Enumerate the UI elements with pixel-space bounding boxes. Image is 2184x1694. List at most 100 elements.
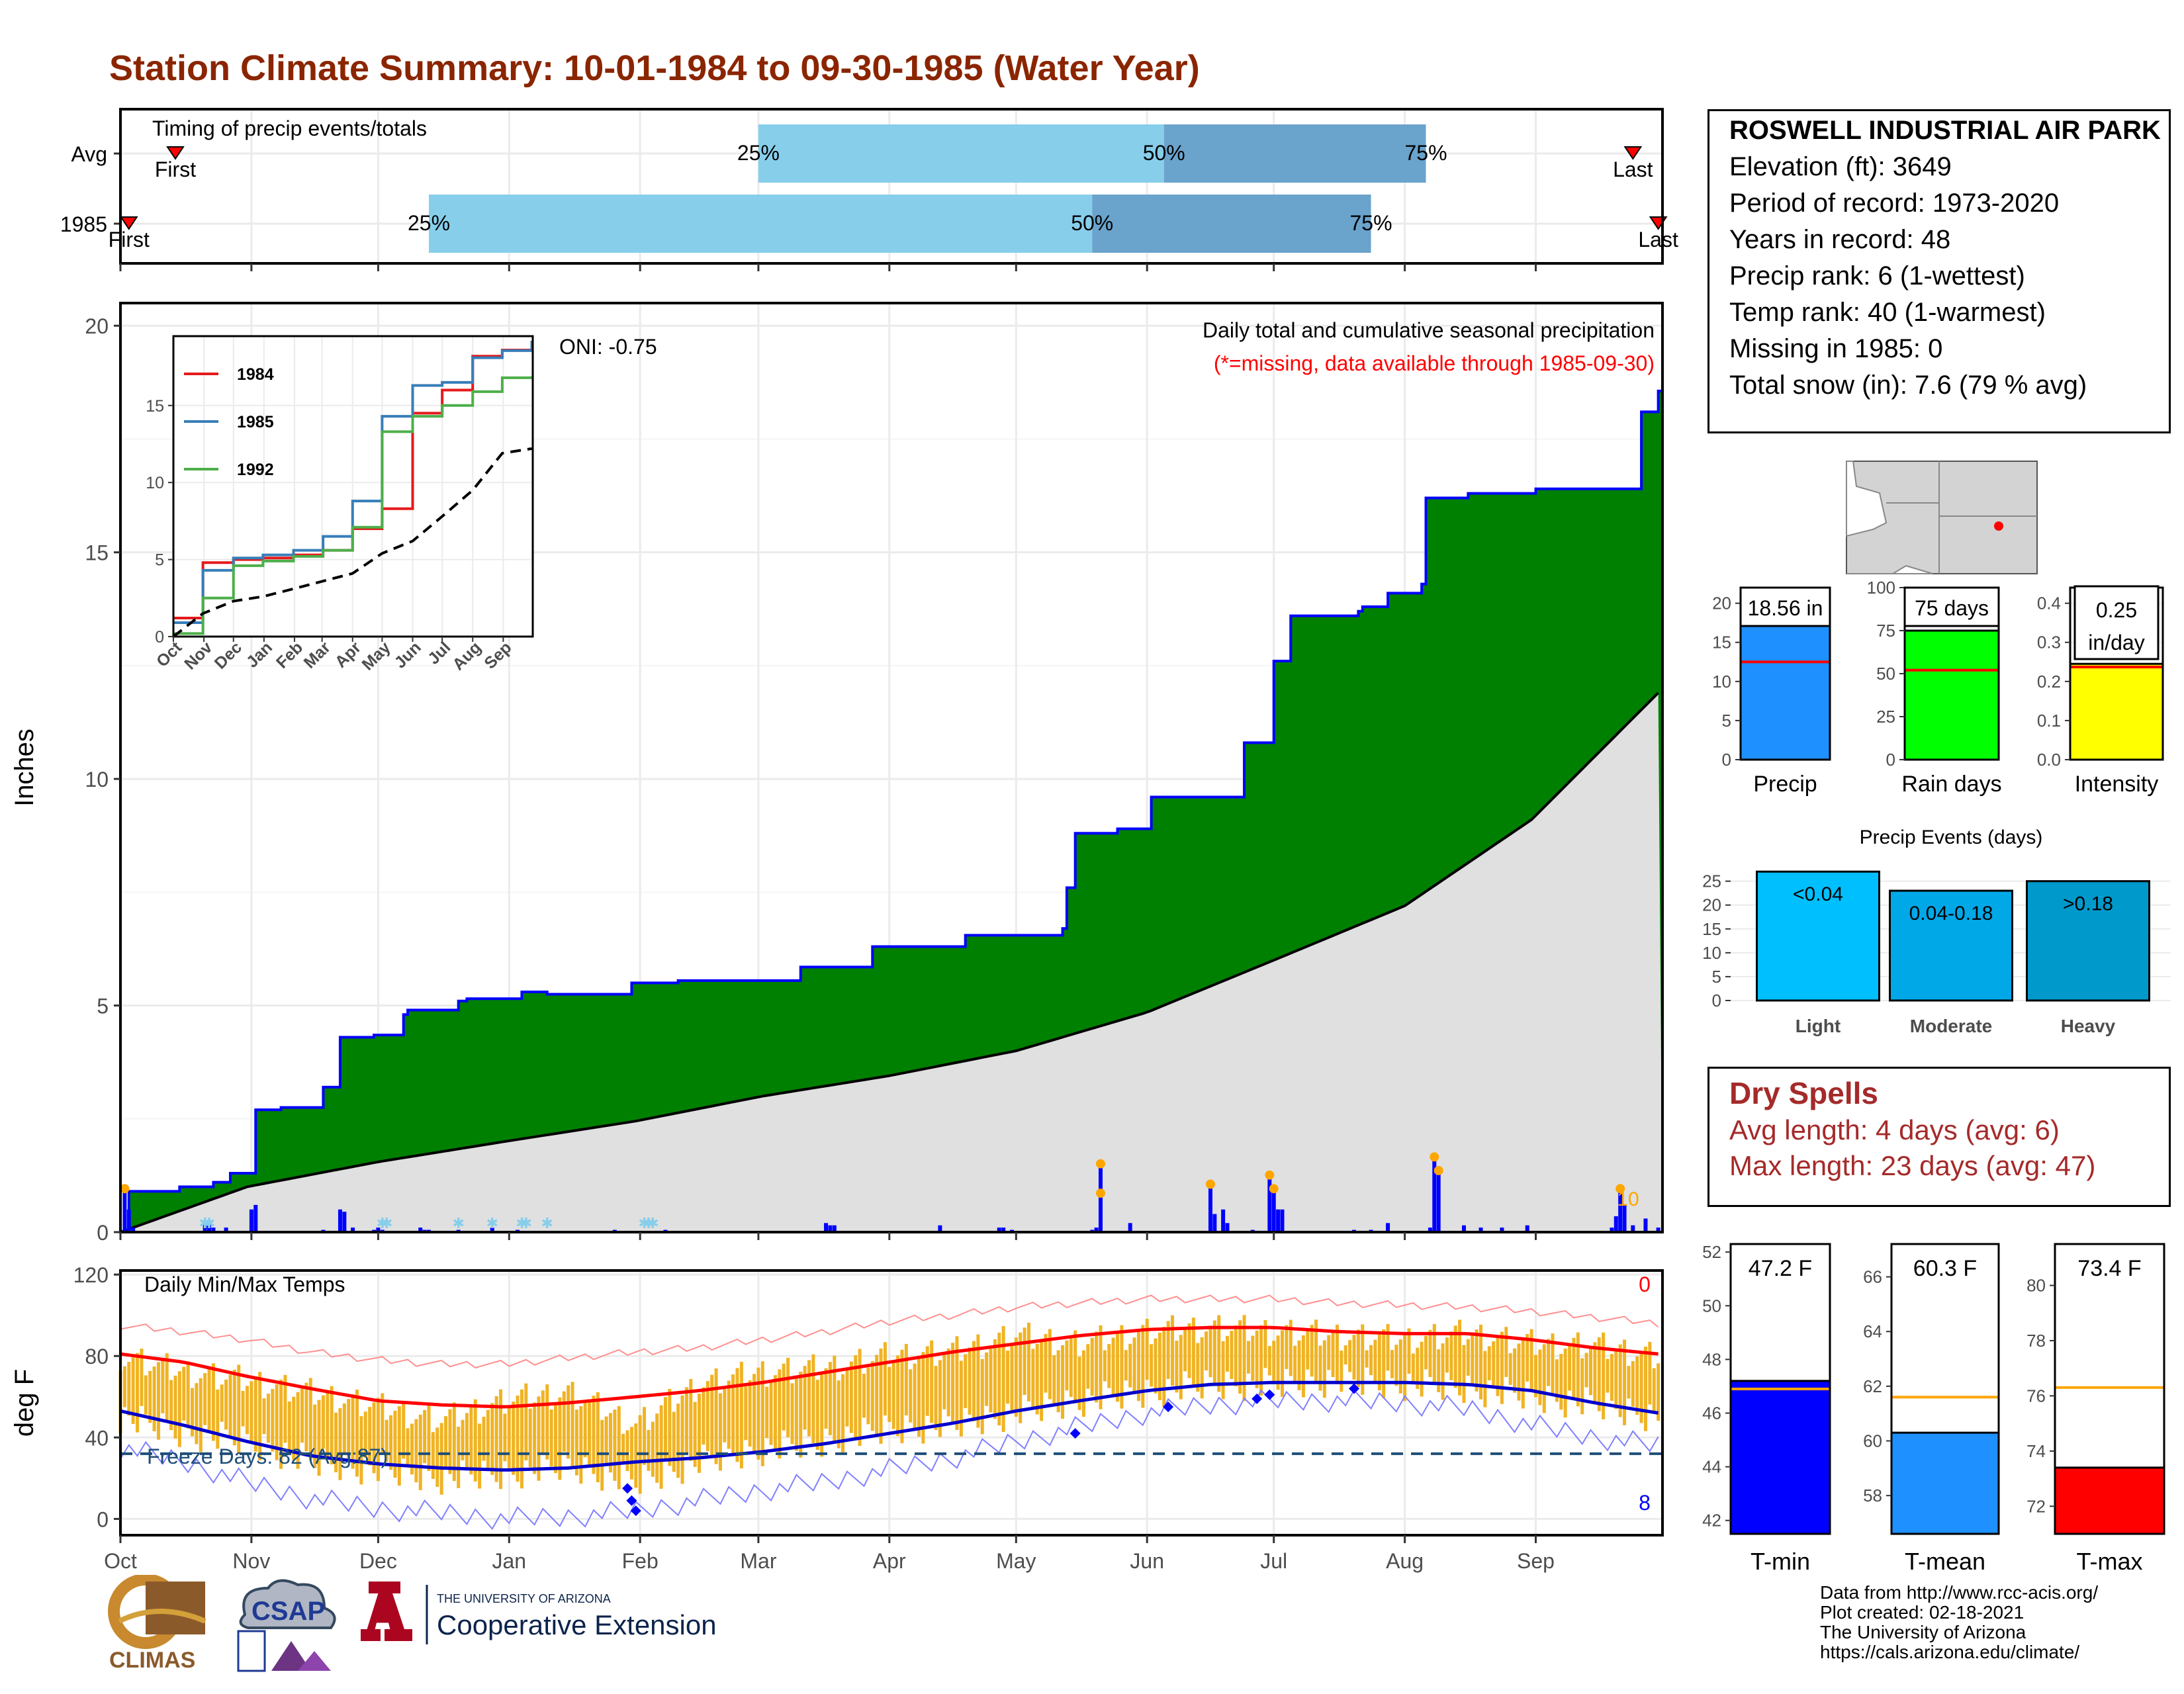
daily-temp-range-bar — [1276, 1335, 1280, 1390]
credits: Data from http://www.rcc-acis.org/ Plot … — [1820, 1583, 2098, 1662]
heavy-precip-marker — [1269, 1184, 1279, 1194]
daily-temp-range-bar — [1639, 1351, 1643, 1423]
precip-panel-note: (*=missing, data available through 1985-… — [1214, 351, 1655, 375]
daily-temp-range-bar — [1635, 1356, 1639, 1415]
daily-precip-bar — [418, 1227, 423, 1232]
daily-temp-range-bar — [786, 1358, 790, 1437]
daily-temp-range-bar — [1606, 1359, 1610, 1393]
tempbar-y-tick-label: 64 — [1863, 1321, 1882, 1341]
daily-temp-range-bar — [275, 1384, 279, 1460]
tempbar-frame — [1729, 1243, 1831, 1535]
daily-temp-range-bar — [820, 1374, 824, 1457]
summary-bar-Rain days — [1903, 629, 2000, 761]
daily-temp-range-bar — [1191, 1317, 1195, 1385]
daily-temp-range-bar — [296, 1392, 300, 1469]
daily-temp-range-bar — [1382, 1329, 1386, 1398]
summary-bar-Precip — [1739, 613, 1831, 761]
daily-temp-range-bar — [494, 1396, 498, 1482]
daily-precip-bar — [1618, 1191, 1623, 1232]
daily-temp-range-bar — [925, 1346, 929, 1416]
snow-marker: ✱ — [520, 1215, 532, 1231]
tempbar-value-label: 47.2 F — [1749, 1256, 1812, 1281]
daily-temp-range-bar — [727, 1380, 731, 1449]
daily-temp-range-bar — [347, 1398, 351, 1461]
daily-temp-range-bar — [1559, 1354, 1563, 1410]
daily-temp-range-bar — [144, 1375, 148, 1415]
daily-precip-bar — [1386, 1223, 1390, 1232]
daily-temp-range-bar — [385, 1419, 388, 1462]
station-info-box: ROSWELL INDUSTRIAL AIR PARK Elevation (f… — [1707, 109, 2171, 433]
daily-temp-range-bar — [435, 1427, 439, 1487]
timing-row-label: 1985 — [60, 212, 107, 236]
snow-marker: ✱ — [199, 1215, 210, 1231]
dry-spells-avg: Avg length: 4 days (avg: 6) — [1729, 1114, 2060, 1145]
daily-temp-range-bar — [1212, 1320, 1216, 1385]
daily-precip-bar — [828, 1225, 833, 1232]
daily-precip-bar — [131, 1227, 136, 1232]
daily-temp-range-bar — [469, 1406, 473, 1475]
daily-temp-range-bar — [300, 1387, 304, 1443]
daily-temp-range-bar — [199, 1378, 203, 1452]
summary-y-tick-label: 0.1 — [2037, 711, 2061, 731]
month-tick-label: Aug — [1386, 1549, 1424, 1573]
daily-temp-range-bar — [1107, 1344, 1111, 1388]
summary-y-tick-label: 0.4 — [2037, 594, 2061, 613]
daily-temp-range-bar — [410, 1423, 414, 1475]
daily-temp-range-bar — [1103, 1350, 1107, 1382]
daily-temp-range-bar — [173, 1375, 177, 1439]
daily-temp-range-bar — [1340, 1351, 1343, 1392]
daily-temp-range-bar — [617, 1405, 621, 1490]
daily-temp-range-bar — [1403, 1334, 1407, 1402]
daily-temp-range-bar — [815, 1380, 819, 1450]
daily-temp-range-bar — [140, 1349, 144, 1406]
daily-temp-range-bar — [359, 1416, 363, 1485]
daily-precip-bar — [1614, 1216, 1618, 1232]
daily-precip-bar — [1432, 1159, 1437, 1232]
inset-line-1985 — [173, 340, 533, 625]
events-y-tick-label: 25 — [1702, 871, 1721, 891]
daily-temp-range-bar — [841, 1374, 845, 1455]
avg-min-line — [120, 1380, 1659, 1472]
daily-temp-range-bar — [1572, 1337, 1576, 1399]
timing-first-marker — [166, 146, 185, 160]
csap-logo: CSAP — [237, 1579, 336, 1672]
daily-temp-range-bar — [976, 1334, 980, 1428]
daily-temp-range-bar — [177, 1371, 181, 1447]
daily-temp-range-bar — [1398, 1339, 1402, 1394]
daily-temp-range-bar — [600, 1419, 604, 1491]
daily-temp-range-bar — [608, 1413, 612, 1473]
daily-temp-range-bar — [854, 1355, 858, 1440]
record-low-marker — [626, 1495, 637, 1506]
station-years: Years in record: 48 — [1729, 225, 1951, 254]
daily-temp-range-bar — [1551, 1333, 1555, 1394]
daily-temp-range-bar — [647, 1429, 651, 1471]
daily-precip-bar — [253, 1204, 258, 1232]
daily-temp-range-bar — [955, 1336, 959, 1430]
timing-bar-50-75 — [1163, 124, 1426, 183]
timing-bar-25-50 — [429, 195, 1093, 253]
daily-precip-bar — [1208, 1186, 1212, 1232]
daily-temp-range-bar — [938, 1360, 942, 1437]
daily-temp-range-bar — [1521, 1339, 1525, 1409]
daily-temp-range-bar — [769, 1380, 773, 1445]
daily-temp-range-bar — [423, 1409, 427, 1464]
daily-temp-range-bar — [1432, 1323, 1436, 1385]
tempbar-frame — [1890, 1243, 2000, 1535]
daily-temp-range-bar — [220, 1384, 224, 1422]
daily-temp-range-bar — [418, 1414, 422, 1490]
daily-temp-range-bar — [1263, 1319, 1267, 1368]
daily-temp-range-bar — [512, 1402, 516, 1475]
daily-temp-range-bar — [1538, 1349, 1542, 1405]
daily-temp-range-bar — [959, 1360, 963, 1437]
credit-line: The University of Arizona — [1820, 1622, 2026, 1642]
daily-temp-range-bar — [1048, 1329, 1052, 1400]
month-tick-label: Nov — [232, 1549, 270, 1573]
timing-bar-50-75 — [1092, 195, 1371, 253]
daily-temp-range-bar — [858, 1349, 862, 1447]
daily-temp-range-bar — [1466, 1339, 1470, 1376]
summary-y-tick-label: 100 — [1867, 578, 1895, 598]
daily-temp-range-bar — [689, 1378, 693, 1461]
inset-y-tick-label: 0 — [155, 628, 164, 646]
daily-temp-range-bar — [406, 1428, 410, 1467]
